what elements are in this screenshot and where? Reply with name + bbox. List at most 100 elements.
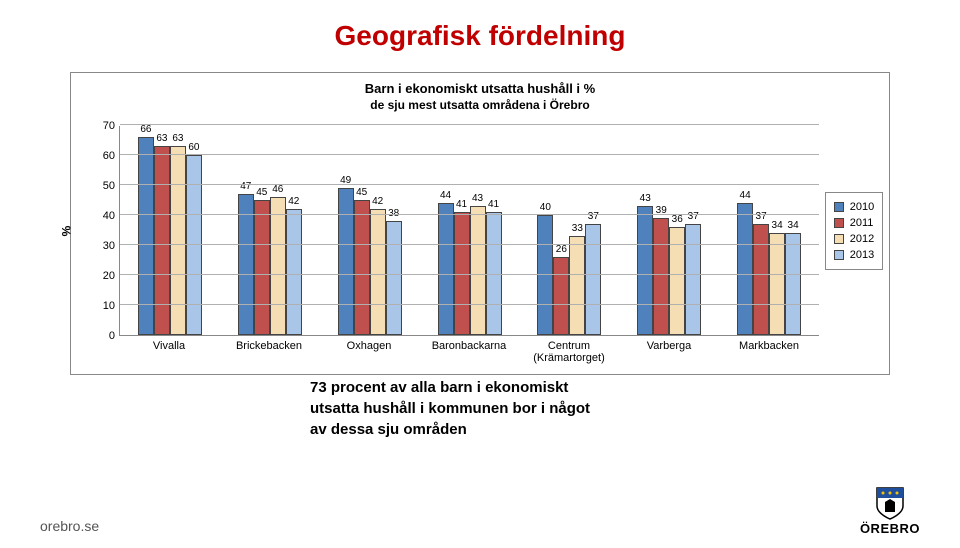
bar-value-label: 60	[188, 142, 199, 153]
bar: 26	[553, 257, 569, 335]
bar: 47	[238, 194, 254, 335]
bar-value-label: 44	[740, 190, 751, 201]
bar: 45	[354, 200, 370, 335]
bar: 45	[254, 200, 270, 335]
x-tick-label: Oxhagen	[319, 340, 419, 364]
bar-value-label: 63	[172, 133, 183, 144]
legend-label: 2012	[850, 233, 874, 245]
y-axis-label: %	[59, 226, 73, 237]
legend: 2010 2011 2012 2013	[825, 192, 883, 270]
bar-value-label: 42	[288, 196, 299, 207]
chart-container: Barn i ekonomiskt utsatta hushåll i % de…	[70, 72, 890, 375]
bar: 49	[338, 188, 354, 335]
legend-swatch	[834, 218, 844, 228]
legend-swatch	[834, 234, 844, 244]
legend-item: 2012	[834, 231, 874, 247]
chart-body: % 010203040506070 6663636047454642494542…	[71, 126, 889, 336]
bar: 60	[186, 155, 202, 335]
x-tick-label: Baronbackarna	[419, 340, 519, 364]
legend-item: 2010	[834, 199, 874, 215]
x-tick-label: Brickebacken	[219, 340, 319, 364]
bar: 38	[386, 221, 402, 335]
bar-value-label: 33	[572, 223, 583, 234]
y-tick-label: 0	[109, 330, 115, 342]
chart-subtitle-2: de sju mest utsatta områdena i Örebro	[71, 98, 889, 126]
bar-value-label: 44	[440, 190, 451, 201]
bar-value-label: 41	[488, 199, 499, 210]
bar-value-label: 37	[688, 211, 699, 222]
bar: 43	[470, 206, 486, 335]
y-tick-label: 30	[103, 240, 115, 252]
bar-value-label: 37	[588, 211, 599, 222]
caption: 73 procent av alla barn i ekonomiskt uts…	[310, 377, 670, 440]
y-tick-label: 70	[103, 120, 115, 132]
bar-value-label: 36	[672, 214, 683, 225]
x-tick-label: Centrum (Krämartorget)	[519, 340, 619, 364]
page-title: Geografisk fördelning	[0, 0, 960, 52]
bar-value-label: 63	[156, 133, 167, 144]
bar-value-label: 45	[256, 187, 267, 198]
gridline	[120, 244, 819, 245]
bar: 63	[170, 146, 186, 335]
caption-line-2: utsatta hushåll i kommunen bor i något	[310, 400, 590, 417]
bar: 42	[370, 209, 386, 335]
bar: 43	[637, 206, 653, 335]
bar-value-label: 37	[756, 211, 767, 222]
logo-text: ÖREBRO	[860, 521, 920, 536]
x-tick-label: Varberga	[619, 340, 719, 364]
legend-label: 2013	[850, 249, 874, 261]
chart-subtitle-1: Barn i ekonomiskt utsatta hushåll i %	[71, 73, 889, 98]
shield-icon	[875, 486, 905, 520]
legend-item: 2011	[834, 215, 874, 231]
bar-value-label: 41	[456, 199, 467, 210]
bar-value-label: 40	[540, 202, 551, 213]
plot-area: 6663636047454642494542384441434140263337…	[119, 126, 819, 336]
bar-value-label: 66	[140, 124, 151, 135]
y-tick-label: 20	[103, 270, 115, 282]
bar-value-label: 45	[356, 187, 367, 198]
legend-column: 2010 2011 2012 2013	[819, 126, 889, 336]
bar: 44	[737, 203, 753, 335]
y-tick-label: 40	[103, 210, 115, 222]
bar: 39	[653, 218, 669, 335]
caption-line-3: av dessa sju områden	[310, 421, 467, 438]
legend-label: 2010	[850, 201, 874, 213]
bar-value-label: 26	[556, 244, 567, 255]
bar: 46	[270, 197, 286, 335]
gridline	[120, 184, 819, 185]
bar-value-label: 34	[788, 220, 799, 231]
y-tick-label: 10	[103, 300, 115, 312]
bar-value-label: 47	[240, 181, 251, 192]
gridline	[120, 214, 819, 215]
footer-url: orebro.se	[40, 518, 99, 534]
bar-value-label: 43	[472, 193, 483, 204]
gridline	[120, 304, 819, 305]
bar-value-label: 46	[272, 184, 283, 195]
logo: ÖREBRO	[860, 486, 920, 536]
y-axis: % 010203040506070	[71, 126, 119, 336]
bar-value-label: 43	[640, 193, 651, 204]
y-tick-label: 50	[103, 180, 115, 192]
bar: 37	[685, 224, 701, 335]
bar-value-label: 42	[372, 196, 383, 207]
legend-item: 2013	[834, 247, 874, 263]
legend-swatch	[834, 250, 844, 260]
bar: 37	[753, 224, 769, 335]
caption-line-1: 73 procent av alla barn i ekonomiskt	[310, 379, 568, 396]
legend-swatch	[834, 202, 844, 212]
bar: 34	[785, 233, 801, 335]
x-tick-label: Markbacken	[719, 340, 819, 364]
bar: 63	[154, 146, 170, 335]
bar: 40	[537, 215, 553, 335]
bar: 44	[438, 203, 454, 335]
gridline	[120, 124, 819, 125]
bar: 34	[769, 233, 785, 335]
bar-value-label: 34	[772, 220, 783, 231]
x-axis: VivallaBrickebackenOxhagenBaronbackarnaC…	[71, 336, 889, 374]
bar: 66	[138, 137, 154, 335]
gridline	[120, 274, 819, 275]
y-tick-label: 60	[103, 150, 115, 162]
bar: 33	[569, 236, 585, 335]
bar: 42	[286, 209, 302, 335]
bar: 37	[585, 224, 601, 335]
